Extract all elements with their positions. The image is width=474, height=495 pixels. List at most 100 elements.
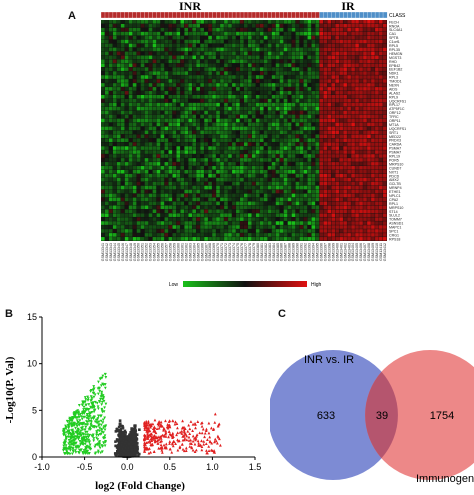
heatmap-cell [315,205,320,210]
heatmap-cell [204,83,208,87]
heatmap-cell [108,169,113,174]
heatmap-cell [263,102,268,107]
heatmap-cell [148,181,153,186]
heatmap-cell [164,39,169,44]
heatmap-cell [371,110,375,115]
heatmap-cell [212,31,216,36]
heatmap-cell [359,130,363,135]
heatmap-cell [279,122,284,127]
heatmap-cell [279,169,284,174]
heatmap-cell [160,63,165,68]
heatmap-cell [351,122,355,127]
heatmap-cell [132,51,137,56]
heatmap-cell [335,177,339,182]
heatmap-cell [132,20,137,24]
heatmap-cell [255,205,260,210]
gene-label: CRG1 [389,233,399,237]
heatmap-cell [311,23,316,28]
heatmap-cell [355,39,359,44]
volcano-point [94,451,98,455]
heatmap-cell [212,237,216,241]
heatmap-cell [347,59,351,64]
heatmap-cell [116,146,121,150]
group-label-ir: IR [341,0,355,13]
heatmap-cell [359,146,363,150]
heatmap-cell [263,98,268,103]
heatmap-cell [132,130,137,135]
heatmap-cell [108,102,113,107]
heatmap-cell [359,213,363,217]
heatmap-cell [164,217,169,221]
heatmap-cell [160,166,165,170]
heatmap-cell [101,134,105,139]
heatmap-cell [188,35,193,40]
volcano-point [77,404,81,407]
heatmap-cell [351,225,355,229]
heatmap-cell [120,158,125,162]
heatmap-cell [120,55,125,60]
heatmap-cell [303,31,308,36]
heatmap-cell [267,71,272,75]
heatmap-cell [295,118,300,123]
heatmap-cell [152,87,157,91]
heatmap-cell [152,185,157,190]
heatmap-cell [172,67,177,71]
volcano-point [98,433,102,436]
heatmap-cell [355,27,359,32]
heatmap-cell [212,39,216,44]
heatmap-cell [263,20,268,24]
heatmap-cell [224,94,228,99]
heatmap-cell [152,162,157,166]
heatmap-cell [359,169,363,174]
heatmap-cell [164,59,169,64]
heatmap-cell [267,114,272,119]
heatmap-cell [383,209,387,214]
gene-label: MAPC1 [389,226,401,230]
heatmap-cell [204,185,208,190]
heatmap-cell [251,114,256,119]
heatmap-cell [367,63,371,68]
heatmap-cell [263,166,268,170]
heatmap-cell [176,221,181,225]
heatmap-cell [359,134,363,139]
heatmap-cell [295,59,300,64]
heatmap-cell [379,118,383,123]
volcano-point [95,425,99,429]
volcano-point [73,438,76,442]
heatmap-cell [267,201,272,206]
heatmap-cell [124,169,129,174]
heatmap-cell [371,55,375,60]
heatmap-cell [375,189,379,194]
heatmap-cell [204,87,208,91]
heatmap-cell [192,217,196,221]
heatmap-cell [164,23,169,28]
heatmap-cell [184,213,189,217]
heatmap-cell [144,181,149,186]
heatmap-cell [180,98,185,103]
heatmap-cell [224,23,228,28]
heatmap-cell [371,150,375,154]
volcano-point [89,428,93,431]
heatmap-cell [335,87,339,91]
heatmap-cell [251,162,256,166]
heatmap-cell [355,91,359,95]
heatmap-cell [251,225,256,229]
heatmap-cell [255,91,260,95]
heatmap-cell [263,75,268,79]
heatmap-cell [335,229,339,233]
heatmap-cell [315,209,320,214]
heatmap-cell [287,221,292,225]
heatmap-cell [204,55,208,60]
heatmap-cell [351,142,355,146]
heatmap-cell [287,91,292,95]
heatmap-cell [347,162,351,166]
heatmap-cell [275,225,280,229]
volcano-point [77,423,81,427]
heatmap-cell [315,63,320,68]
heatmap-cell [120,134,125,139]
heatmap-cell [236,110,240,115]
heatmap-cell [379,181,383,186]
heatmap-cell [259,169,264,174]
heatmap-cell [323,209,328,214]
